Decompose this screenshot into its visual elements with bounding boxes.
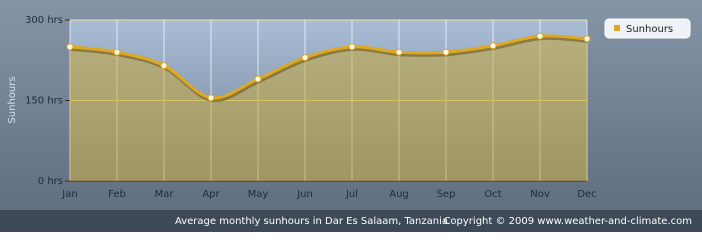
y-tick-label: 150 hrs [25, 96, 63, 107]
x-tick-label: Jun [296, 189, 313, 200]
x-tick-label: May [248, 189, 269, 200]
point [301, 54, 309, 62]
y-tick-label: 0 hrs [38, 176, 63, 187]
footer-bar [0, 210, 702, 232]
line [69, 34, 588, 100]
x-tick-label: Mar [155, 189, 175, 200]
point [113, 48, 121, 56]
point [536, 32, 544, 40]
point [348, 43, 356, 51]
x-tick-label: Feb [108, 189, 126, 200]
chart: Sunhours Average monthly sunhours in Dar… [0, 0, 702, 232]
point [207, 94, 215, 102]
x-tick-label: Sep [437, 189, 456, 200]
x-tick-label: Jan [61, 189, 77, 200]
point [442, 48, 450, 56]
x-tick-label: Nov [530, 189, 550, 200]
x-tick-label: Aug [389, 189, 409, 200]
point [160, 62, 168, 70]
point [66, 43, 74, 51]
legend-swatch [614, 25, 620, 31]
copyright: Copyright © 2009 www.weather-and-climate… [443, 216, 692, 227]
y-tick-label: 300 hrs [25, 15, 63, 26]
x-tick-label: Apr [202, 189, 220, 200]
caption: Average monthly sunhours in Dar Es Salaa… [175, 216, 448, 227]
area [70, 35, 587, 182]
legend-label: Sunhours [626, 24, 673, 35]
point [583, 35, 591, 43]
x-tick-label: Oct [484, 189, 501, 200]
y-axis-label: Sunhours [7, 76, 18, 123]
point [395, 48, 403, 56]
x-tick-label: Dec [577, 189, 596, 200]
x-tick-label: Jul [345, 189, 358, 200]
point [254, 75, 262, 83]
point [489, 42, 497, 50]
legend: Sunhours [604, 18, 691, 39]
page: Sunhours Average monthly sunhours in Dar… [0, 0, 702, 232]
legend-box [604, 18, 691, 39]
